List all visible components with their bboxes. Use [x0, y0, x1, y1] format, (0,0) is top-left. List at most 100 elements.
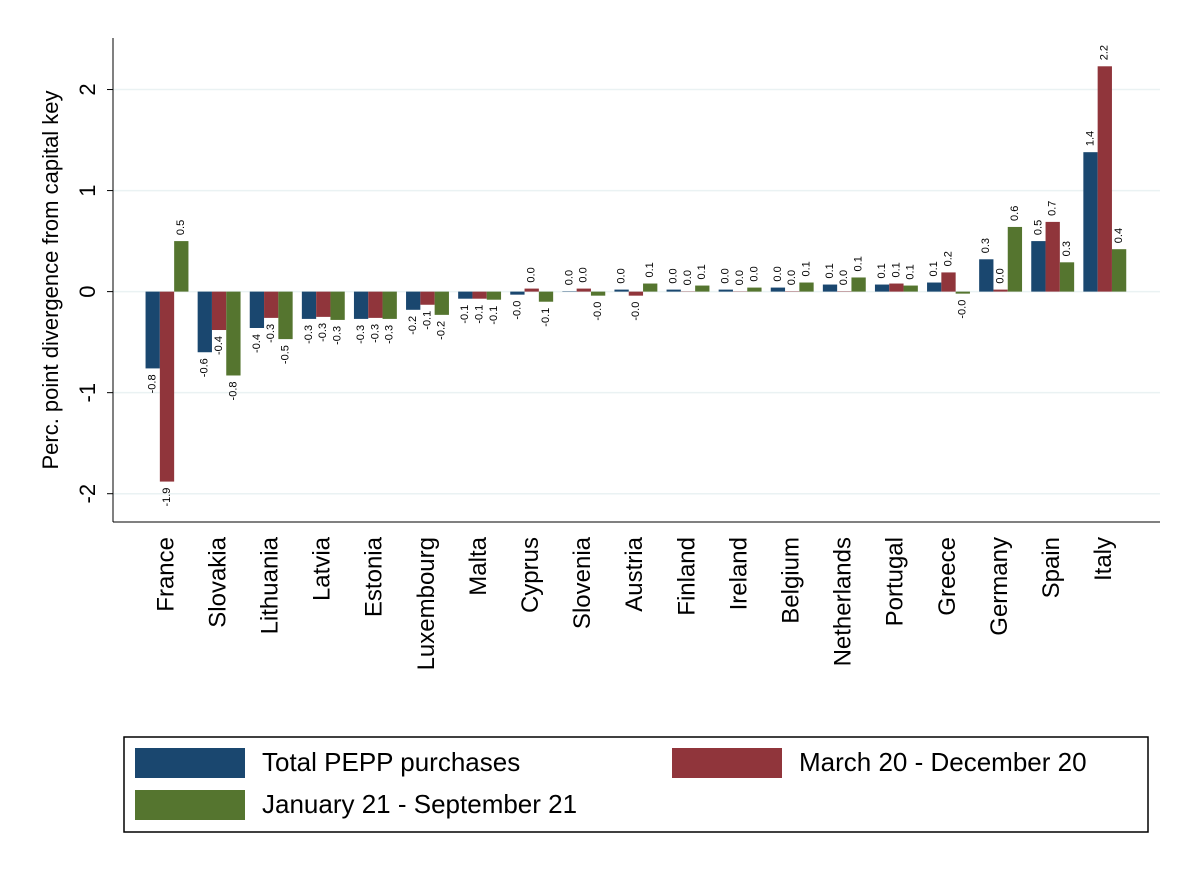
legend-swatch	[135, 748, 245, 778]
value-label: 0.0	[772, 266, 784, 281]
x-tick-label: Greece	[934, 537, 961, 616]
value-label: 0.2	[942, 251, 954, 266]
bar	[458, 291, 473, 299]
value-label: -0.0	[630, 302, 642, 321]
bar	[486, 291, 502, 300]
bar	[695, 285, 710, 292]
value-label: -0.3	[332, 326, 344, 345]
value-label: 0.6	[1009, 206, 1021, 221]
value-label: -0.8	[147, 374, 159, 393]
bar	[538, 291, 554, 302]
x-tick-label: Slovenia	[569, 536, 596, 629]
value-label: 0.1	[800, 261, 812, 276]
y-tick-label: -2	[75, 484, 100, 504]
x-tick-label: Belgium	[778, 537, 805, 624]
value-label: -0.1	[540, 308, 552, 327]
value-label: -0.1	[474, 305, 486, 324]
x-tick-label: Lithuania	[257, 536, 284, 634]
y-axis-title: Perc. point divergence from capital key	[38, 90, 63, 469]
value-label: -0.8	[227, 381, 239, 400]
y-tick-label: 1	[75, 184, 100, 196]
bar	[249, 291, 265, 328]
value-label: -1.9	[161, 488, 173, 507]
bar	[159, 291, 175, 482]
value-label: 0.0	[734, 270, 746, 285]
bar	[174, 241, 189, 292]
bar	[941, 272, 956, 292]
bar	[382, 291, 397, 319]
x-tick-label: Netherlands	[830, 537, 857, 666]
bar	[1045, 221, 1060, 292]
bar	[264, 291, 279, 318]
x-tick-label: Luxembourg	[413, 537, 440, 670]
bar	[368, 291, 383, 318]
value-label: 2.2	[1099, 45, 1111, 60]
value-label: 0.1	[890, 262, 902, 277]
value-label: -0.1	[488, 306, 500, 325]
value-label: 0.0	[720, 268, 732, 283]
value-label: 0.0	[786, 270, 798, 285]
bar	[770, 287, 786, 292]
value-label: -0.3	[384, 325, 396, 344]
value-label: -0.4	[213, 336, 225, 355]
bar	[316, 291, 331, 317]
value-label: 0.3	[980, 238, 992, 253]
value-label: 0.0	[682, 270, 694, 285]
value-label: 0.1	[696, 264, 708, 279]
value-label: 0.0	[563, 270, 575, 285]
bar	[1059, 262, 1075, 292]
bar	[747, 287, 762, 292]
value-label: -0.5	[279, 345, 291, 364]
legend-label: March 20 - December 20	[799, 747, 1087, 777]
bar	[510, 291, 525, 295]
y-tick-label: 0	[75, 285, 100, 297]
bar	[799, 282, 814, 292]
value-label: 0.0	[668, 268, 680, 283]
bar	[353, 291, 369, 319]
x-tick-label: Spain	[1038, 537, 1065, 598]
x-tick-label: Malta	[465, 536, 492, 595]
legend-label: January 21 - September 21	[262, 789, 577, 819]
value-label: 0.1	[928, 261, 940, 276]
value-label: 0.1	[905, 264, 917, 279]
value-label: 0.1	[644, 262, 656, 277]
bar	[197, 291, 212, 353]
bar	[1031, 241, 1046, 292]
value-label: -0.0	[592, 302, 604, 321]
bar	[226, 291, 241, 376]
x-tick-label: Slovakia	[204, 536, 231, 627]
bar	[889, 283, 904, 292]
bar	[874, 284, 890, 292]
bar	[614, 289, 629, 292]
bar	[643, 283, 658, 292]
legend-box	[123, 736, 1149, 833]
bar	[903, 285, 918, 292]
value-label: -0.1	[459, 305, 471, 324]
value-label: -0.2	[436, 321, 448, 340]
bar	[211, 291, 227, 331]
x-tick-label: Austria	[621, 536, 648, 611]
value-label: 0.1	[876, 263, 888, 278]
legend-swatch	[672, 748, 782, 778]
x-tick-label: Latvia	[309, 536, 336, 601]
value-label: 0.5	[175, 220, 187, 235]
value-label: 0.0	[748, 266, 760, 281]
bar	[979, 259, 994, 292]
x-tick-label: Ireland	[725, 537, 752, 610]
bar	[278, 291, 293, 340]
x-tick-label: Finland	[673, 537, 700, 616]
value-label: 0.4	[1113, 228, 1125, 243]
value-label: 0.0	[526, 267, 538, 282]
x-tick-label: Germany	[986, 537, 1013, 636]
value-label: -0.0	[511, 301, 523, 320]
bar	[420, 291, 435, 305]
value-label: 0.0	[616, 268, 628, 283]
value-label: 0.3	[1061, 241, 1073, 256]
value-label: -0.3	[265, 324, 277, 343]
x-tick-label: Estonia	[361, 536, 388, 617]
value-label: -0.2	[407, 316, 419, 335]
bar	[955, 291, 970, 294]
value-label: 0.5	[1032, 220, 1044, 235]
bar	[434, 291, 449, 315]
